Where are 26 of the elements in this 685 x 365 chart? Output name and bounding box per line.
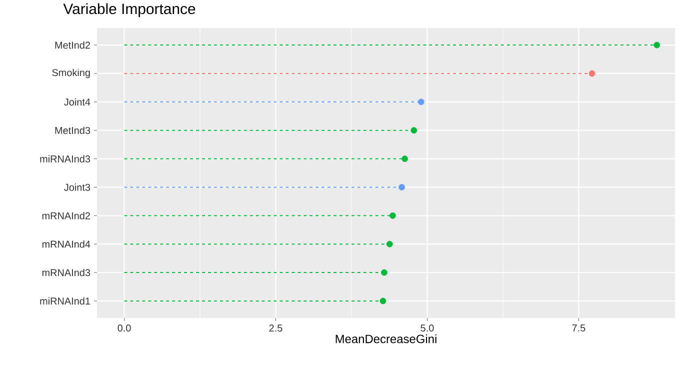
x-tick-label: 5.0 <box>420 324 434 332</box>
x-tick-label: 0.0 <box>118 324 131 332</box>
y-tick-label: Smoking <box>52 68 90 78</box>
y-tick-label: mRNAInd3 <box>42 268 90 276</box>
y-tick-label: MetInd2 <box>55 41 90 49</box>
y-tick-label: MetInd3 <box>55 126 90 134</box>
y-tick-label: miRNAInd3 <box>40 155 90 162</box>
point <box>588 70 596 77</box>
x-tick-label: 7.5 <box>572 324 586 332</box>
point <box>389 212 396 219</box>
point <box>418 98 424 106</box>
point <box>402 156 408 162</box>
y-tick-label: miRNAInd1 <box>40 297 90 305</box>
point <box>398 184 405 190</box>
x-tick-label: 2.5 <box>269 324 282 332</box>
point <box>410 127 418 134</box>
point <box>380 269 388 276</box>
y-tick-label: mRNAInd2 <box>42 212 90 220</box>
y-tick-label: Joint3 <box>64 184 90 191</box>
chart-title: Variable Importance <box>63 3 196 18</box>
y-tick-label: Joint4 <box>64 98 90 106</box>
point <box>380 298 386 304</box>
x-axis-title: MeanDecreaseGini <box>336 334 436 344</box>
point <box>386 240 393 248</box>
point <box>654 42 660 48</box>
y-tick-label: mRNAInd4 <box>42 240 90 248</box>
